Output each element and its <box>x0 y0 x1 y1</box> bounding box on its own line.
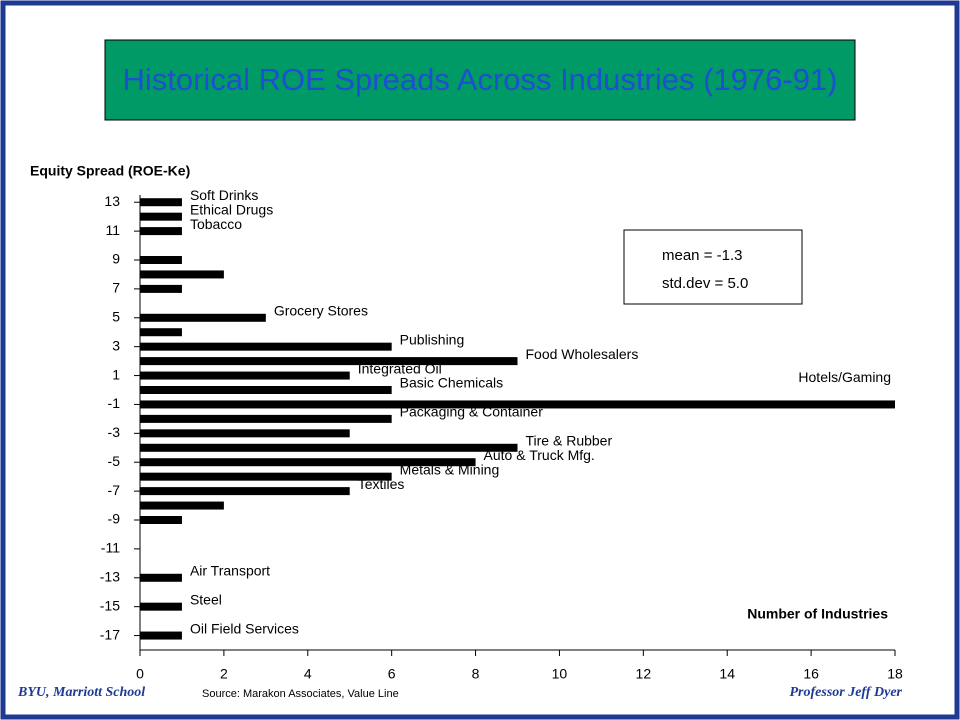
y-tick-label: -3 <box>108 424 121 440</box>
x-tick-label: 14 <box>719 666 735 682</box>
mean-text: mean = -1.3 <box>662 247 742 264</box>
title-box <box>104 39 856 121</box>
bar <box>140 400 895 409</box>
x-tick-label: 16 <box>803 666 819 682</box>
bar-label: Publishing <box>400 331 465 347</box>
bar-label: Oil Field Services <box>190 620 299 636</box>
y-tick-label: -11 <box>101 540 120 556</box>
y-tick-label: -9 <box>108 511 121 527</box>
bar-label: Metals & Mining <box>400 461 500 477</box>
x-tick-label: 10 <box>552 666 568 682</box>
footer-left: BYU, Marriott School <box>17 685 145 700</box>
title-wrap: Historical ROE Spreads Across Industries… <box>122 62 838 97</box>
bar <box>140 458 476 467</box>
x-tick-label: 6 <box>388 666 396 682</box>
x-tick-label: 8 <box>472 666 480 682</box>
y-axis-label: Equity Spread (ROE-Ke) <box>30 163 190 179</box>
bar-label: Air Transport <box>190 562 270 578</box>
bar <box>140 414 392 423</box>
y-tick-label: -5 <box>108 453 121 469</box>
x-tick-label: 4 <box>304 666 312 682</box>
bar-label: Auto & Truck Mfg. <box>484 447 595 463</box>
bar <box>140 602 182 611</box>
x-tick-label: 18 <box>887 666 903 682</box>
bar <box>140 371 350 380</box>
x-axis-label: Number of Industries <box>747 606 888 622</box>
bar <box>140 256 182 264</box>
bar <box>140 198 182 207</box>
bar-label: Packaging & Container <box>400 404 544 420</box>
bar <box>140 516 182 524</box>
bar-label: Integrated Oil <box>358 360 442 376</box>
bar-label: Soft Drinks <box>190 187 258 203</box>
y-tick-label: 1 <box>112 366 120 382</box>
bar-label: Tobacco <box>190 216 242 232</box>
bar <box>140 631 182 640</box>
bar <box>140 429 350 438</box>
bar-label: Food Wholesalers <box>526 346 639 362</box>
y-tick-label: -17 <box>100 626 120 642</box>
bar-label: Grocery Stores <box>274 302 368 318</box>
y-tick-label: -1 <box>108 395 121 411</box>
footer-source: Source: Marakon Associates, Value Line <box>202 688 399 700</box>
bar <box>140 501 224 510</box>
bar <box>140 227 182 236</box>
bar <box>140 328 182 337</box>
bar <box>140 573 182 582</box>
footer-right: Professor Jeff Dyer <box>790 685 903 700</box>
bar-label: Tire & Rubber <box>526 432 613 448</box>
bar-label: Ethical Drugs <box>190 201 273 217</box>
bar-label: Steel <box>190 591 222 607</box>
y-tick-label: 7 <box>112 280 120 296</box>
y-tick-label: 5 <box>112 308 120 324</box>
y-tick-label: 13 <box>104 193 120 209</box>
bar <box>140 357 518 366</box>
x-tick-label: 0 <box>136 666 144 682</box>
bar <box>140 342 392 351</box>
bar <box>140 270 224 279</box>
chart-title: Historical ROE Spreads Across Industries… <box>122 62 838 97</box>
bar-label: Basic Chemicals <box>400 375 503 391</box>
y-tick-label: -13 <box>100 568 120 584</box>
bar <box>140 443 518 452</box>
y-tick-label: 11 <box>105 222 120 238</box>
x-tick-label: 12 <box>636 666 652 682</box>
x-tick-label: 2 <box>220 666 228 682</box>
bar-label: Hotels/Gaming <box>798 369 891 385</box>
bar <box>140 487 350 496</box>
bar <box>140 284 182 293</box>
bar <box>140 313 266 322</box>
bar <box>140 472 392 481</box>
bar <box>140 212 182 221</box>
std-text: std.dev = 5.0 <box>662 275 748 292</box>
y-tick-label: 9 <box>112 251 120 267</box>
bar-label: Textiles <box>358 476 405 492</box>
bar <box>140 386 392 394</box>
y-tick-label: -15 <box>100 597 120 613</box>
stats-box <box>623 229 803 305</box>
y-tick-label: -7 <box>108 482 121 498</box>
y-tick-label: 3 <box>112 337 120 353</box>
